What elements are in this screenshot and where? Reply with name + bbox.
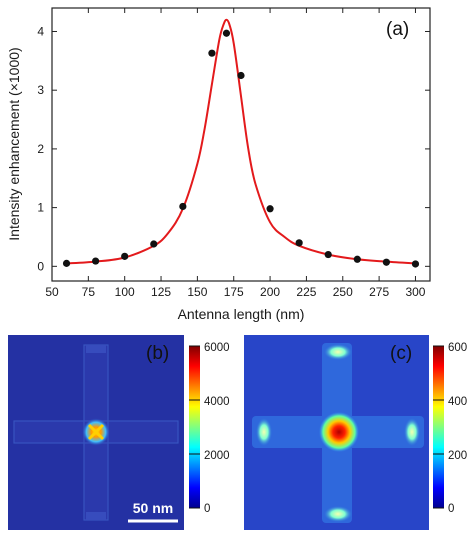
x-axis-title: Antenna length (nm) [178, 306, 305, 322]
panel-b-label: (b) [146, 343, 169, 364]
data-point [62, 259, 71, 267]
data-point [353, 255, 361, 263]
panel-c: (c) 600 400 200 0 [244, 335, 467, 530]
colorbar-c-label-1: 200 [448, 450, 467, 462]
colorbar-c-label-2: 400 [448, 396, 467, 408]
colorbar-b-label-0: 0 [204, 503, 210, 515]
colorbar-c-ticks [433, 345, 444, 509]
data-point [266, 205, 274, 213]
y-tick-label: 2 [37, 142, 44, 156]
data-point [179, 202, 187, 211]
y-axis: 0 1 2 3 4 [37, 24, 430, 273]
data-point [411, 260, 420, 268]
colorbar-b-label-2: 4000 [204, 396, 230, 408]
x-tick-label: 250 [333, 285, 353, 299]
data-points [62, 29, 420, 268]
data-point [121, 252, 129, 260]
x-tick-label: 100 [115, 285, 135, 299]
panel-c-label: (c) [390, 343, 412, 364]
x-tick-label: 200 [260, 285, 280, 299]
colorbar-b-label-1: 2000 [204, 450, 230, 462]
data-point [92, 257, 100, 265]
x-tick-label: 225 [296, 285, 316, 299]
panel-a-label: (a) [386, 19, 409, 40]
colorbar-b-ticks [189, 345, 200, 509]
data-point [382, 258, 390, 266]
colorbar-c-label-0: 0 [448, 503, 454, 515]
scale-bar-label: 50 nm [133, 500, 173, 516]
hotspot-c [319, 412, 359, 452]
data-point [208, 49, 216, 57]
x-tick-label: 175 [224, 285, 244, 299]
y-axis-title: Intensity enhancement (×1000) [6, 47, 22, 240]
y-tick-label: 4 [37, 24, 44, 38]
data-point [237, 71, 245, 80]
colorbar-b-label-3: 6000 [204, 342, 230, 354]
x-tick-label: 50 [45, 285, 59, 299]
plot-frame-a [51, 7, 431, 282]
y-tick-label: 1 [37, 201, 44, 215]
colorbar-b [189, 346, 200, 508]
colorbar-c [433, 346, 444, 508]
fit-curve-line [66, 18, 416, 265]
x-axis: 50 75 100 125 150 175 200 225 250 275 300 [45, 8, 426, 299]
x-tick-label: 125 [151, 285, 171, 299]
y-tick-label: 0 [37, 259, 44, 273]
x-tick-label: 300 [405, 285, 425, 299]
x-tick-label: 150 [187, 285, 207, 299]
data-point [295, 239, 303, 247]
x-tick-label: 75 [82, 285, 96, 299]
arm-ends-c [256, 344, 420, 522]
colorbar-c-label-3: 600 [448, 342, 467, 354]
data-point [324, 250, 332, 259]
x-tick-label: 275 [369, 285, 389, 299]
data-point [222, 29, 231, 37]
panel-b: (b) 50 nm 6000 4000 2000 0 [8, 335, 230, 530]
panel-a: 50 75 100 125 150 175 200 225 250 275 300 0 1 2 3 4 (a… [6, 7, 431, 322]
hotspot-b-core [87, 423, 105, 441]
y-tick-label: 3 [37, 83, 44, 97]
data-point [150, 240, 158, 248]
